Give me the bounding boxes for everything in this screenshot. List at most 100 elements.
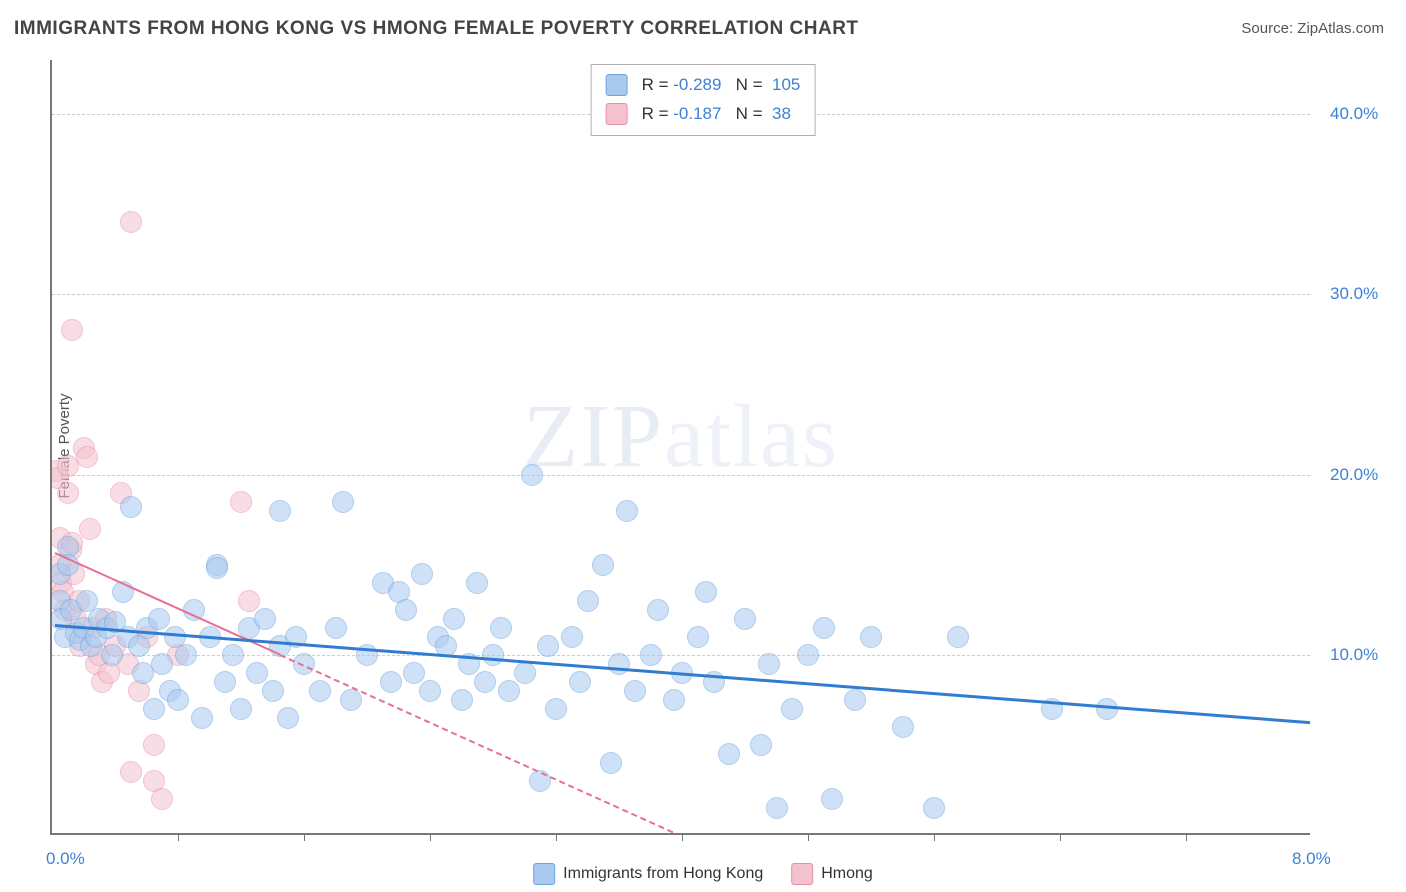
y-tick-label: 30.0% [1330,284,1378,304]
data-point [79,518,101,540]
x-tick [304,833,305,841]
x-tick [178,833,179,841]
data-point [490,617,512,639]
data-point [262,680,284,702]
data-point [624,680,646,702]
data-point [222,644,244,666]
data-point [813,617,835,639]
data-point [616,500,638,522]
data-point [254,608,276,630]
data-point [647,599,669,621]
data-point [451,689,473,711]
data-point [577,590,599,612]
data-point [514,662,536,684]
data-point [380,671,402,693]
data-point [892,716,914,738]
data-point [443,608,465,630]
data-point [411,563,433,585]
data-point [143,734,165,756]
data-point [269,500,291,522]
data-point [797,644,819,666]
legend-item: Immigrants from Hong Kong [533,863,763,885]
data-point [521,464,543,486]
data-point [230,698,252,720]
source-prefix: Source: [1241,20,1297,37]
data-point [466,572,488,594]
x-axis-max-label: 8.0% [1292,849,1331,869]
source-link[interactable]: ZipAtlas.com [1297,20,1384,37]
data-point [191,707,213,729]
data-point [101,644,123,666]
data-point [640,644,662,666]
data-point [821,788,843,810]
data-point [246,662,268,684]
x-tick [808,833,809,841]
data-point [474,671,496,693]
data-point [844,689,866,711]
data-point [76,446,98,468]
data-point [860,626,882,648]
data-point [120,761,142,783]
data-point [734,608,756,630]
data-point [206,557,228,579]
data-point [325,617,347,639]
data-point [537,635,559,657]
data-point [695,581,717,603]
data-point [151,788,173,810]
source-attribution: Source: ZipAtlas.com [1241,20,1384,37]
y-tick-label: 10.0% [1330,645,1378,665]
legend-label: Hmong [821,865,873,883]
data-point [766,797,788,819]
data-point [238,590,260,612]
correlation-legend: R = -0.289 N = 105R = -0.187 N = 38 [591,64,816,136]
y-tick-label: 20.0% [1330,465,1378,485]
x-tick [1186,833,1187,841]
y-tick-label: 40.0% [1330,104,1378,124]
x-tick [556,833,557,841]
data-point [608,653,630,675]
grid-line [52,475,1310,476]
data-point [214,671,236,693]
data-point [592,554,614,576]
data-point [569,671,591,693]
legend-row: R = -0.187 N = 38 [606,100,801,129]
x-tick [682,833,683,841]
data-point [57,482,79,504]
x-tick [430,833,431,841]
data-point [687,626,709,648]
data-point [403,662,425,684]
data-point [498,680,520,702]
x-tick [1060,833,1061,841]
series-legend: Immigrants from Hong Kong Hmong [533,863,873,885]
legend-text: R = -0.289 N = 105 [642,71,801,100]
data-point [718,743,740,765]
data-point [148,608,170,630]
data-point [419,680,441,702]
data-point [277,707,299,729]
data-point [758,653,780,675]
data-point [781,698,803,720]
legend-label: Immigrants from Hong Kong [563,865,763,883]
data-point [175,644,197,666]
data-point [61,319,83,341]
data-point [545,698,567,720]
data-point [230,491,252,513]
data-point [482,644,504,666]
data-point [663,689,685,711]
data-point [561,626,583,648]
data-point [947,626,969,648]
plot-inner [52,60,1310,833]
legend-swatch [606,103,628,125]
data-point [309,680,331,702]
grid-line [52,294,1310,295]
x-tick [934,833,935,841]
data-point [120,496,142,518]
legend-swatch [791,863,813,885]
data-point [332,491,354,513]
chart-title: IMMIGRANTS FROM HONG KONG VS HMONG FEMAL… [14,18,859,40]
data-point [151,653,173,675]
x-axis-min-label: 0.0% [46,849,85,869]
chart-plot-area: ZIPatlas [50,60,1310,835]
legend-swatch [533,863,555,885]
legend-row: R = -0.289 N = 105 [606,71,801,100]
